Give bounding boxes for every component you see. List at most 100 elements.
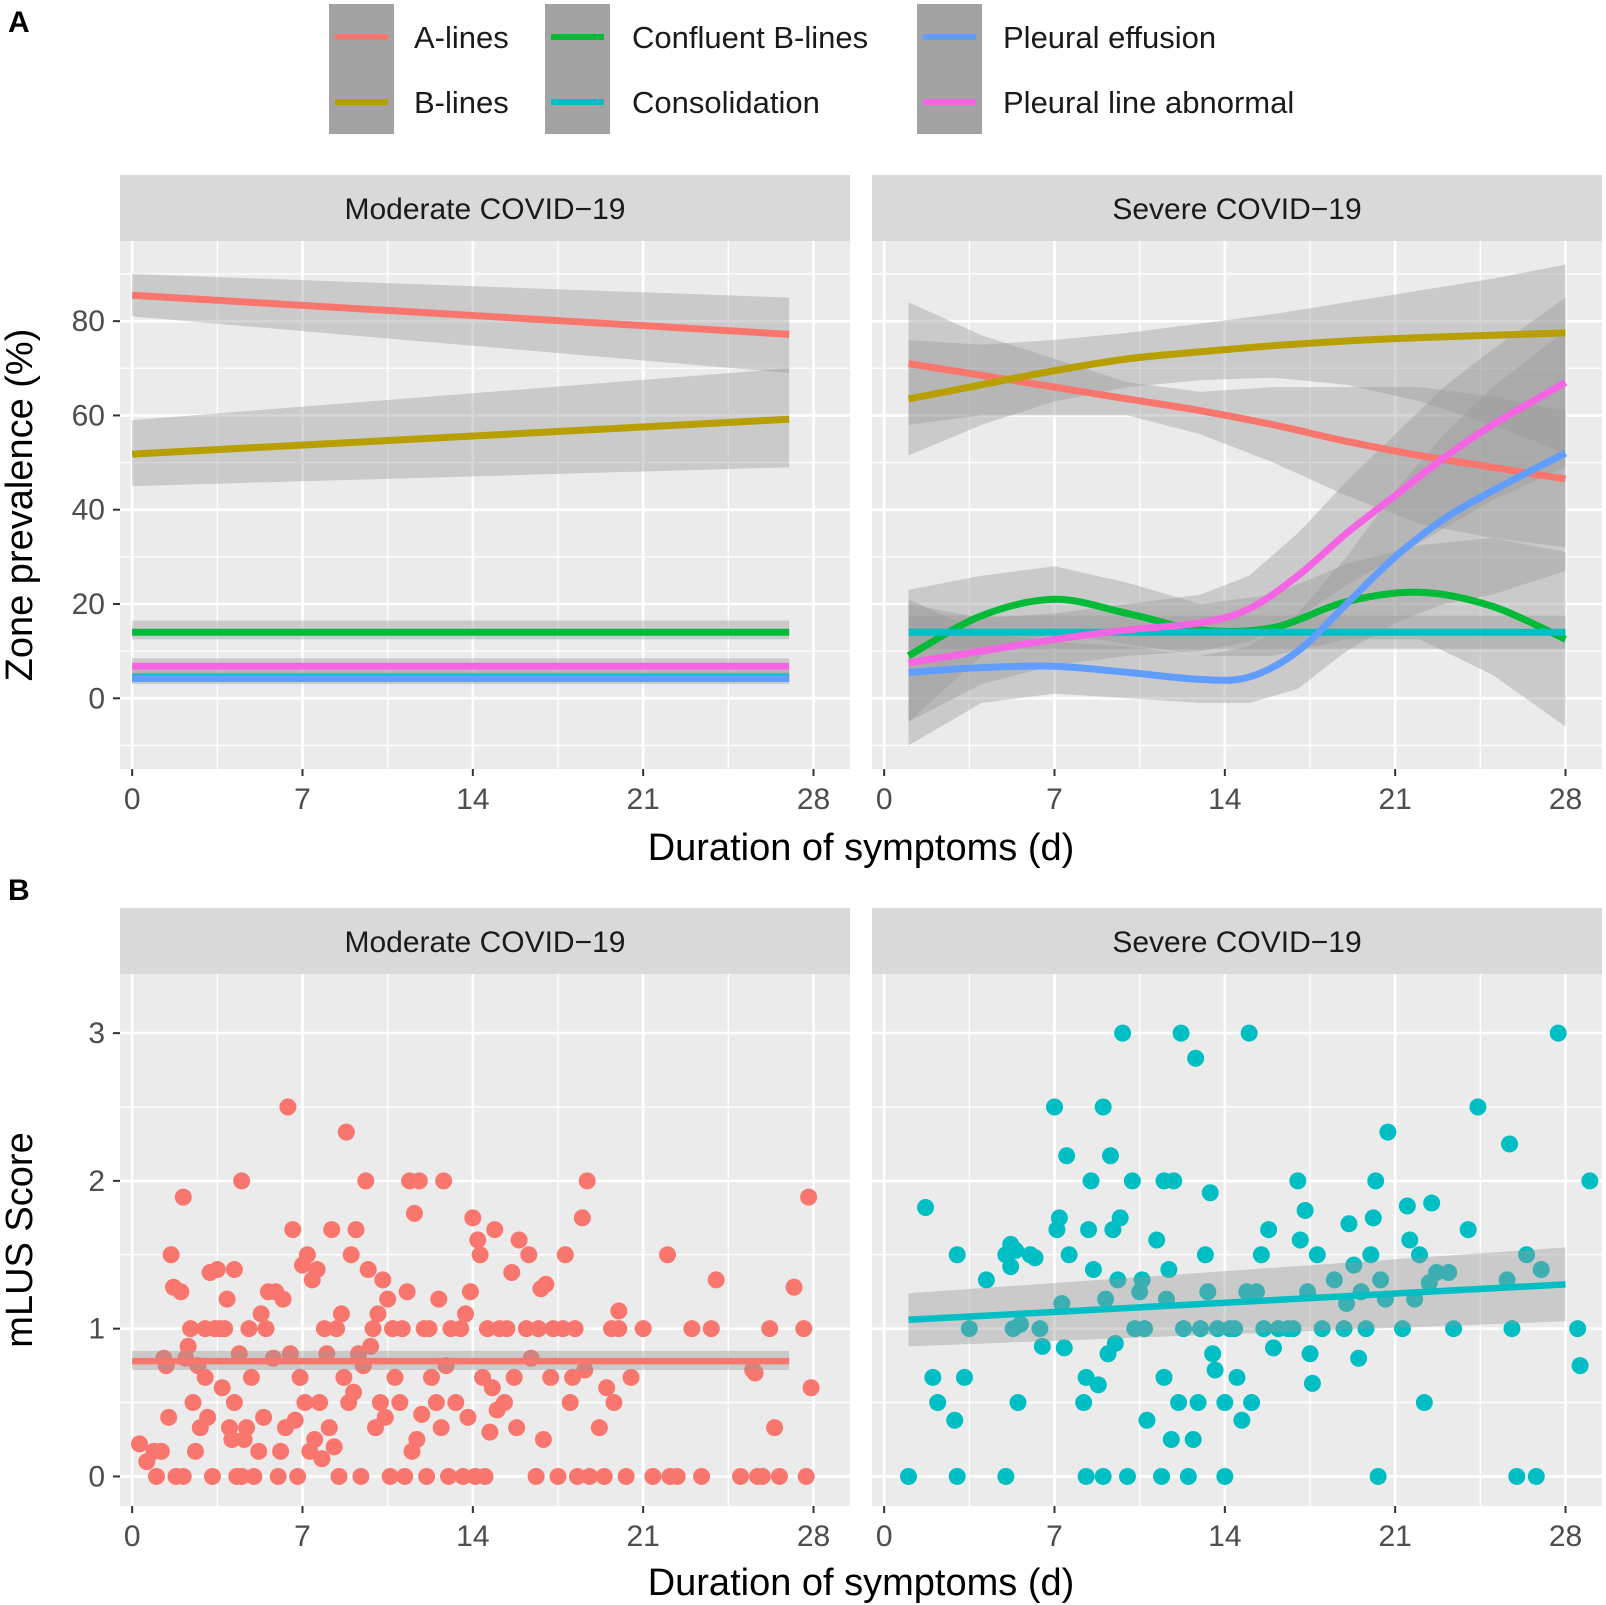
data-point bbox=[644, 1467, 662, 1485]
data-point bbox=[1369, 1467, 1387, 1485]
y-tick-label: 0 bbox=[88, 1460, 105, 1493]
data-point bbox=[345, 1383, 363, 1401]
series-severe-a bbox=[906, 264, 1568, 746]
line-b-lines bbox=[907, 329, 1566, 403]
data-point bbox=[454, 1467, 472, 1485]
data-point bbox=[233, 1172, 251, 1190]
data-point bbox=[1160, 1261, 1178, 1279]
data-point bbox=[797, 1467, 815, 1485]
data-point bbox=[376, 1408, 394, 1426]
data-point bbox=[556, 1246, 574, 1264]
data-point bbox=[1440, 1264, 1458, 1282]
data-point bbox=[702, 1320, 720, 1338]
data-point bbox=[948, 1246, 966, 1264]
data-point bbox=[242, 1368, 260, 1386]
data-point bbox=[359, 1261, 377, 1279]
data-point bbox=[508, 1419, 526, 1437]
data-point bbox=[357, 1172, 375, 1190]
data-point bbox=[1372, 1271, 1390, 1289]
data-point bbox=[216, 1320, 234, 1338]
data-point bbox=[946, 1411, 964, 1429]
data-point bbox=[537, 1275, 555, 1293]
data-point bbox=[1216, 1394, 1234, 1412]
data-point bbox=[520, 1246, 538, 1264]
data-point bbox=[420, 1320, 438, 1338]
x-tick-label: 28 bbox=[797, 1520, 830, 1553]
data-point bbox=[464, 1209, 482, 1227]
data-point bbox=[1133, 1271, 1151, 1289]
data-point bbox=[605, 1394, 623, 1412]
data-point bbox=[1345, 1256, 1363, 1274]
data-point bbox=[1204, 1345, 1222, 1363]
legend-label-pleural-line-abnormal: Pleural line abnormal bbox=[1003, 85, 1294, 120]
data-point bbox=[1007, 1241, 1025, 1259]
data-point bbox=[208, 1261, 226, 1279]
data-point bbox=[279, 1098, 297, 1116]
series-moderate-b bbox=[130, 1098, 820, 1485]
data-point bbox=[590, 1419, 608, 1437]
data-point bbox=[1033, 1337, 1051, 1355]
line-pleural-line-abnormal bbox=[907, 379, 1568, 667]
data-point bbox=[1501, 1135, 1519, 1153]
data-point bbox=[269, 1467, 287, 1485]
data-point bbox=[130, 1435, 148, 1453]
data-point bbox=[233, 1467, 251, 1485]
data-point bbox=[413, 1405, 431, 1423]
legend-label-pleural-effusion: Pleural effusion bbox=[1003, 20, 1216, 55]
data-point bbox=[418, 1467, 436, 1485]
data-point bbox=[320, 1419, 338, 1437]
data-point bbox=[257, 1320, 275, 1338]
data-point bbox=[240, 1320, 258, 1338]
data-point bbox=[1301, 1345, 1319, 1363]
x-tick-label: 21 bbox=[1378, 1520, 1411, 1553]
data-point bbox=[213, 1379, 231, 1397]
data-point bbox=[252, 1305, 270, 1323]
data-point bbox=[1153, 1467, 1171, 1485]
data-point bbox=[564, 1368, 582, 1386]
data-point bbox=[218, 1290, 236, 1308]
data-point bbox=[335, 1368, 353, 1386]
data-point bbox=[573, 1209, 591, 1227]
data-point bbox=[328, 1320, 346, 1338]
data-point bbox=[554, 1320, 572, 1338]
data-point bbox=[478, 1320, 496, 1338]
data-point bbox=[381, 1467, 399, 1485]
y-tick-label: 20 bbox=[72, 588, 105, 621]
data-point bbox=[1209, 1320, 1227, 1338]
data-point bbox=[398, 1283, 416, 1301]
data-point bbox=[1101, 1147, 1119, 1165]
data-point bbox=[495, 1394, 513, 1412]
data-point bbox=[1174, 1320, 1192, 1338]
data-point bbox=[1428, 1264, 1446, 1282]
data-point bbox=[1187, 1049, 1205, 1067]
data-point bbox=[452, 1320, 470, 1338]
data-point bbox=[364, 1320, 382, 1338]
data-point bbox=[1136, 1320, 1154, 1338]
data-point bbox=[1398, 1197, 1416, 1215]
data-point bbox=[225, 1261, 243, 1279]
data-point bbox=[1518, 1246, 1536, 1264]
data-point bbox=[900, 1467, 917, 1485]
y-tick-label: 40 bbox=[72, 494, 105, 527]
data-point bbox=[1119, 1467, 1136, 1485]
data-point bbox=[534, 1431, 552, 1448]
data-point bbox=[800, 1188, 818, 1206]
data-point bbox=[566, 1320, 584, 1338]
data-point bbox=[1199, 1283, 1217, 1301]
data-point bbox=[1216, 1467, 1234, 1485]
ribbon-a-lines bbox=[132, 274, 790, 373]
data-point bbox=[1148, 1231, 1166, 1249]
data-point bbox=[917, 1198, 935, 1216]
legend-label-b-lines: B-lines bbox=[414, 85, 509, 120]
data-point bbox=[683, 1320, 701, 1338]
data-point bbox=[1080, 1221, 1098, 1239]
data-point bbox=[955, 1368, 973, 1386]
data-point bbox=[352, 1467, 370, 1485]
data-point bbox=[1303, 1374, 1321, 1392]
data-point bbox=[1077, 1368, 1095, 1386]
data-point bbox=[1179, 1467, 1197, 1485]
data-point bbox=[1055, 1339, 1073, 1357]
data-point bbox=[308, 1261, 326, 1279]
data-point bbox=[517, 1320, 535, 1338]
